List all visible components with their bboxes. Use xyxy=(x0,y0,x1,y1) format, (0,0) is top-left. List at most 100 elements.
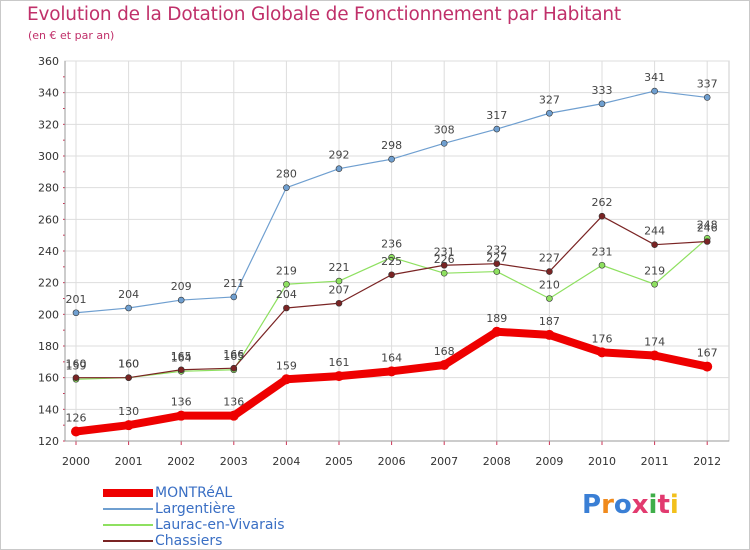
data-label-laurac-en-vivarais: 219 xyxy=(644,264,665,277)
data-point-montr-al xyxy=(597,347,607,358)
x-tick-label: 2003 xyxy=(220,455,248,468)
data-label-chassiers: 160 xyxy=(66,358,87,371)
legend-label-laurac-en-vivarais: Laurac-en-Vivarais xyxy=(155,517,285,533)
data-point-montr-al xyxy=(702,361,713,372)
data-label-laurac-en-vivarais: 219 xyxy=(276,264,297,277)
x-tick-label: 2007 xyxy=(430,455,458,468)
x-tick-label: 2001 xyxy=(115,455,143,468)
data-point-montr-al xyxy=(123,420,134,431)
data-label-montr-al: 161 xyxy=(329,356,350,369)
data-point-laurac-en-vivarais xyxy=(283,280,290,288)
y-tick-label: 320 xyxy=(38,118,59,131)
data-label-montr-al: 159 xyxy=(276,359,297,372)
data-point-chassiers xyxy=(388,271,395,279)
data-label-chassiers: 160 xyxy=(118,358,139,371)
y-tick-label: 120 xyxy=(38,435,59,448)
data-point-laurac-en-vivarais xyxy=(493,268,501,275)
data-point-largenti-re xyxy=(651,87,658,95)
data-point-chassiers xyxy=(440,261,448,269)
data-label-chassiers: 246 xyxy=(697,222,718,235)
y-tick-label: 220 xyxy=(38,277,59,290)
data-label-montr-al: 130 xyxy=(118,405,139,418)
legend-swatch-largenti-re xyxy=(103,508,153,510)
logo-letter: t xyxy=(657,490,670,520)
data-label-largenti-re: 298 xyxy=(381,139,402,152)
logo-letter: o xyxy=(613,490,632,520)
x-tick-label: 2004 xyxy=(272,455,300,468)
data-label-chassiers: 227 xyxy=(539,252,560,265)
legend-swatch-laurac-en-vivarais xyxy=(103,524,153,526)
data-label-largenti-re: 337 xyxy=(697,77,718,90)
data-point-largenti-re xyxy=(703,94,711,101)
data-label-largenti-re: 201 xyxy=(66,293,87,306)
data-point-largenti-re xyxy=(230,293,238,301)
data-label-laurac-en-vivarais: 231 xyxy=(592,245,613,258)
data-point-largenti-re xyxy=(388,155,395,163)
data-point-laurac-en-vivarais xyxy=(440,269,448,277)
data-point-montr-al xyxy=(439,360,450,370)
data-label-montr-al: 174 xyxy=(644,336,665,349)
y-tick-label: 240 xyxy=(38,245,59,258)
y-tick-label: 360 xyxy=(38,55,59,68)
legend-label-largenti-re: Largentière xyxy=(155,501,236,517)
logo-letter: P xyxy=(582,490,602,520)
legend-swatch-montr-al xyxy=(103,489,153,497)
data-label-laurac-en-vivarais: 210 xyxy=(539,279,560,292)
data-label-laurac-en-vivarais: 227 xyxy=(486,252,507,265)
data-label-largenti-re: 317 xyxy=(486,109,507,122)
data-point-largenti-re xyxy=(283,184,290,191)
data-point-montr-al xyxy=(71,426,81,437)
y-tick-label: 300 xyxy=(38,150,59,163)
data-point-laurac-en-vivarais xyxy=(335,277,343,285)
data-label-largenti-re: 308 xyxy=(434,123,455,136)
data-point-montr-al xyxy=(386,366,397,377)
data-label-largenti-re: 327 xyxy=(539,93,560,106)
data-label-largenti-re: 204 xyxy=(118,288,139,301)
data-point-chassiers xyxy=(177,366,185,374)
y-tick-label: 280 xyxy=(38,182,59,195)
logo-letter: i xyxy=(669,490,679,520)
data-point-largenti-re xyxy=(440,140,448,147)
data-label-chassiers: 262 xyxy=(592,196,613,209)
data-point-chassiers xyxy=(493,260,501,267)
data-point-chassiers xyxy=(703,238,711,245)
data-label-layer: 201 204 209 211 280 292 298 308 317 327 333 341 337 1… xyxy=(66,71,718,424)
data-label-chassiers: 232 xyxy=(486,244,507,257)
legend-label-chassiers: Chassiers xyxy=(155,533,223,549)
data-label-chassiers: 244 xyxy=(644,225,665,238)
x-tick-label: 2005 xyxy=(325,455,353,468)
y-tick-label: 140 xyxy=(38,403,59,416)
legend-swatch-chassiers xyxy=(103,540,153,542)
data-label-laurac-en-vivarais: 160 xyxy=(118,358,139,371)
data-label-chassiers: 225 xyxy=(381,255,402,268)
data-label-laurac-en-vivarais: 248 xyxy=(697,218,718,231)
data-label-largenti-re: 292 xyxy=(329,149,350,162)
data-label-chassiers: 207 xyxy=(329,283,350,296)
data-label-largenti-re: 333 xyxy=(592,84,613,97)
x-tick-label: 2002 xyxy=(167,455,195,468)
data-label-laurac-en-vivarais: 159 xyxy=(66,359,87,372)
data-point-montr-al xyxy=(544,329,555,340)
data-label-largenti-re: 211 xyxy=(223,277,244,290)
data-point-largenti-re xyxy=(177,296,185,304)
data-label-laurac-en-vivarais: 226 xyxy=(434,253,455,266)
data-label-montr-al: 168 xyxy=(434,345,455,358)
data-label-montr-al: 136 xyxy=(171,396,192,409)
data-point-chassiers xyxy=(335,299,343,307)
data-label-montr-al: 187 xyxy=(539,315,560,328)
data-point-montr-al xyxy=(228,410,239,421)
data-label-montr-al: 136 xyxy=(223,396,244,409)
data-label-montr-al: 189 xyxy=(486,312,507,325)
data-point-largenti-re xyxy=(125,304,132,312)
data-point-laurac-en-vivarais xyxy=(388,254,395,261)
data-point-chassiers xyxy=(283,304,290,312)
data-point-chassiers xyxy=(546,268,553,275)
logo-letter: r xyxy=(601,490,614,520)
data-label-montr-al: 167 xyxy=(697,347,718,360)
data-point-largenti-re xyxy=(72,309,80,317)
data-point-montr-al xyxy=(176,410,187,421)
data-point-laurac-en-vivarais xyxy=(546,295,553,302)
y-tick-label: 340 xyxy=(38,87,59,100)
data-label-chassiers: 204 xyxy=(276,288,297,301)
